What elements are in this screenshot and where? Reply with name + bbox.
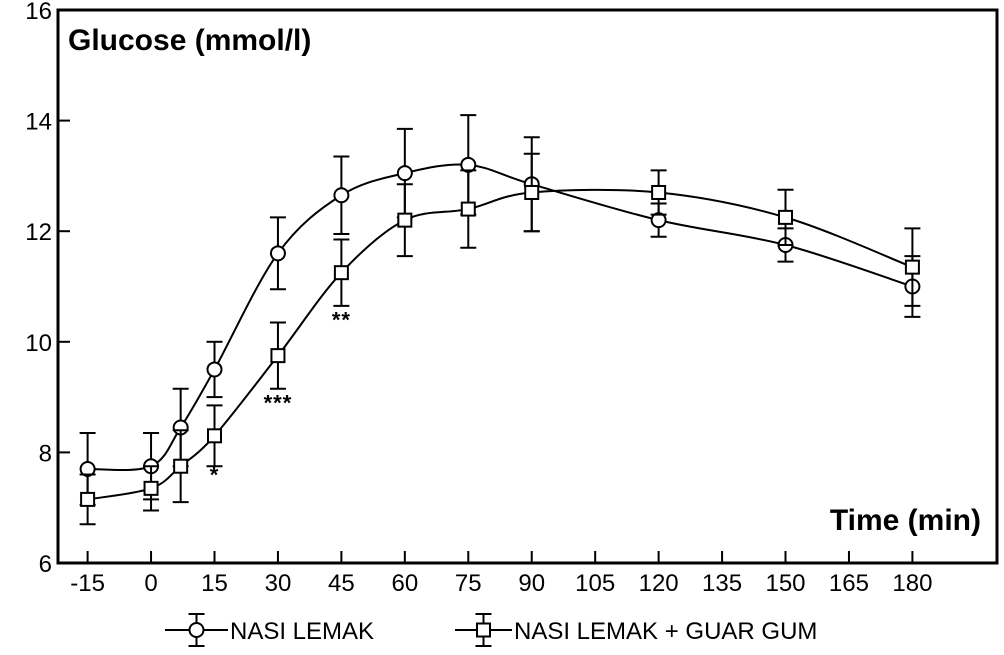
data-point-circle <box>396 165 413 182</box>
significance-annotations: ****** <box>210 308 351 488</box>
x-tick-label: 0 <box>144 570 157 597</box>
x-tick-label: 30 <box>265 570 292 597</box>
series-nasi-lemak-guar-gum <box>79 152 921 526</box>
x-tick-label: -15 <box>70 570 105 597</box>
data-point-circle <box>333 187 350 204</box>
data-point-square <box>778 209 794 225</box>
x-tick-label: 105 <box>575 570 615 597</box>
data-point-square <box>460 201 476 217</box>
y-tick-label: 6 <box>39 551 52 578</box>
data-point-square <box>143 480 159 496</box>
x-tick-label: 60 <box>391 570 418 597</box>
x-tick-label: 165 <box>829 570 869 597</box>
legend-square-marker <box>476 622 491 638</box>
data-point-square <box>904 259 920 275</box>
y-tick-label: 14 <box>25 109 52 136</box>
y-axis-title: Glucose (mmol/l) <box>68 24 311 57</box>
data-point-square <box>651 184 667 200</box>
data-point-square <box>270 348 286 364</box>
x-tick-label: 75 <box>455 570 482 597</box>
data-point-square <box>524 184 540 200</box>
y-axis: 6 8 10 12 14 16 <box>25 0 70 578</box>
x-tick-label: 135 <box>702 570 742 597</box>
x-tick-label: 15 <box>201 570 228 597</box>
significance-marker: * <box>210 463 220 488</box>
plot-frame <box>56 8 999 565</box>
legend: NASI LEMAK NASI LEMAK + GUAR GUM <box>165 613 817 647</box>
significance-marker: *** <box>264 391 293 416</box>
y-tick-label: 12 <box>25 219 52 246</box>
data-point-square <box>80 491 96 507</box>
y-tick-label: 10 <box>25 330 52 357</box>
legend-entry: NASI LEMAK + GUAR GUM <box>455 613 817 647</box>
legend-entry: NASI LEMAK <box>165 613 374 647</box>
y-tick-label: 8 <box>39 440 52 467</box>
series-line <box>87 188 913 501</box>
data-point-circle <box>269 245 286 262</box>
x-tick-label: 180 <box>892 570 932 597</box>
significance-marker: ** <box>332 308 351 333</box>
series-layer <box>79 114 921 526</box>
data-point-square <box>173 458 189 474</box>
x-axis: -15 0 15 30 45 60 75 90 105 120 135 150 165 180 <box>70 551 932 597</box>
legend-label: NASI LEMAK + GUAR GUM <box>514 618 817 645</box>
data-point-square <box>207 428 222 444</box>
x-tick-label: 150 <box>765 570 805 597</box>
legend-label: NASI LEMAK <box>230 618 374 645</box>
x-tick-label: 90 <box>518 570 545 597</box>
data-point-circle <box>206 361 223 378</box>
x-tick-label: 120 <box>639 570 679 597</box>
y-tick-label: 16 <box>25 0 52 25</box>
data-point-square <box>397 212 413 228</box>
legend-circle-marker <box>188 622 205 638</box>
x-axis-title: Time (min) <box>830 504 981 537</box>
data-point-square <box>333 265 349 281</box>
x-tick-label: 45 <box>328 570 355 597</box>
